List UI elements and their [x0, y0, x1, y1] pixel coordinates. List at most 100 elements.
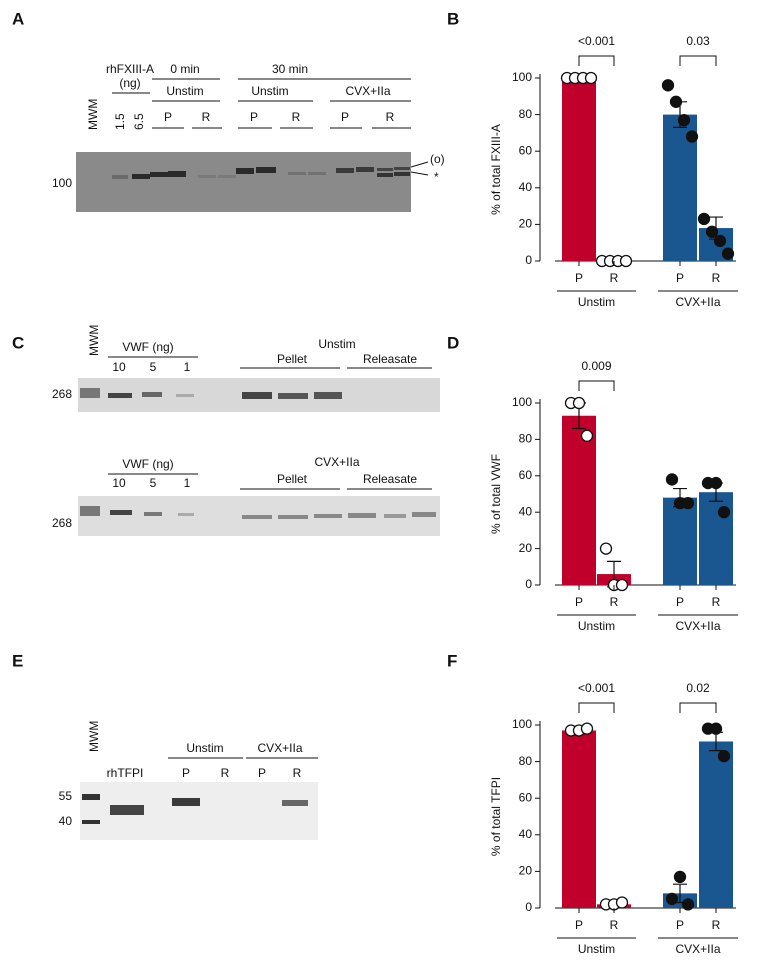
data-point: [599, 542, 613, 555]
blot-label: Unstim: [166, 84, 203, 98]
data-point: [661, 79, 675, 92]
data-point: [669, 95, 683, 108]
bands: [80, 388, 436, 519]
blot-label: Pellet: [277, 472, 308, 486]
x-tick-label: P: [575, 918, 583, 932]
x-tick-label: R: [712, 271, 721, 285]
blot-label: 10: [112, 476, 126, 490]
p-value: 0.03: [686, 34, 710, 48]
blot-a: MWM rhFXIII-A (ng) 1.5 6.5 0 min Unstim …: [52, 62, 445, 212]
blot-label: P: [250, 110, 258, 124]
y-tick-label: 100: [512, 717, 532, 731]
x-tick-label: P: [575, 595, 583, 609]
y-axis-label: % of total FXIII-A: [489, 124, 503, 215]
x-tick-label: R: [712, 918, 721, 932]
significance-bracket: [679, 702, 717, 713]
mw-label: 55: [59, 789, 73, 803]
blot-label: P: [258, 766, 266, 780]
blot-label: 1: [184, 476, 191, 490]
x-tick-label: P: [676, 918, 684, 932]
x-tick-label: R: [610, 271, 619, 285]
y-tick-label: 20: [519, 864, 533, 878]
blot-label: R: [293, 766, 302, 780]
data-point: [677, 113, 691, 127]
blot-label: VWF (ng): [122, 457, 173, 471]
blot-label: R: [292, 110, 301, 124]
x-tick-label: R: [610, 595, 619, 609]
group-label: CVX+IIa: [675, 942, 720, 956]
y-tick-label: 60: [519, 790, 533, 804]
y-tick-label: 100: [512, 70, 532, 84]
data-point: [665, 892, 679, 905]
blot-label: Releasate: [363, 352, 417, 366]
blot-label: (ng): [119, 76, 140, 90]
bands: [112, 167, 410, 179]
band-label: (o): [430, 152, 445, 166]
panel-label: B: [447, 9, 459, 28]
blot-label: 6.5: [132, 113, 146, 130]
blot-label: R: [221, 766, 230, 780]
y-axis-label: % of total TFPI: [489, 777, 503, 856]
blot-e: MWM rhTFPI Unstim CVX+IIa P R P R 55 40: [59, 721, 318, 840]
bar: [562, 730, 596, 908]
y-tick-label: 0: [525, 900, 532, 914]
y-tick-label: 20: [519, 217, 533, 231]
blot-c: MWM VWF (ng) 10 5 1 Unstim Pellet Releas…: [52, 325, 440, 536]
blot-label: 5: [150, 360, 157, 374]
panel-label: E: [12, 651, 23, 670]
blot-label: Releasate: [363, 472, 417, 486]
panel-label: C: [12, 333, 24, 352]
x-tick-label: P: [676, 271, 684, 285]
data-point: [717, 749, 731, 763]
bar: [562, 78, 596, 261]
data-point: [709, 476, 723, 490]
blot-label: MWM: [87, 721, 101, 752]
data-point: [705, 225, 719, 238]
blot-label: 5: [150, 476, 157, 490]
blot-label: R: [386, 110, 395, 124]
panel-label: F: [447, 651, 457, 670]
blot: [76, 152, 411, 212]
panel-label: D: [447, 333, 459, 352]
y-tick-label: 80: [519, 107, 533, 121]
group-label: CVX+IIa: [675, 295, 720, 309]
blot-label: R: [202, 110, 211, 124]
blot-label: 30 min: [272, 62, 308, 76]
data-point: [709, 722, 723, 735]
y-tick-label: 60: [519, 143, 533, 157]
mw-label: 268: [52, 516, 72, 530]
y-tick-label: 80: [519, 432, 533, 446]
blot-label: 10: [112, 360, 126, 374]
y-tick-label: 40: [519, 827, 533, 841]
blot-label: 1: [184, 360, 191, 374]
bands: [82, 794, 308, 824]
blot-label: CVX+IIa: [314, 455, 359, 469]
band-label: *: [434, 170, 439, 184]
blot-label: P: [182, 766, 190, 780]
x-tick-label: R: [610, 918, 619, 932]
bar: [562, 415, 596, 585]
significance-bracket: [578, 702, 615, 713]
bar: [699, 741, 733, 908]
data-point: [580, 722, 594, 735]
significance-bracket: [578, 380, 615, 391]
bar: [699, 492, 733, 585]
data-point: [619, 254, 633, 268]
data-point: [685, 130, 699, 143]
y-tick-label: 0: [525, 253, 532, 267]
significance-bracket: [679, 55, 717, 66]
blot-label: 0 min: [170, 62, 199, 76]
data-point: [681, 898, 695, 911]
group-label: Unstim: [578, 942, 615, 956]
blot-label: CVX+IIa: [345, 84, 390, 98]
p-value: <0.001: [578, 681, 615, 695]
panel-label: A: [12, 9, 24, 28]
y-tick-label: 80: [519, 754, 533, 768]
blot-label: rhFXIII-A: [106, 62, 154, 76]
group-label: CVX+IIa: [675, 619, 720, 633]
mw-label: 40: [59, 814, 73, 828]
x-tick-label: P: [676, 595, 684, 609]
y-tick-label: 20: [519, 541, 533, 555]
data-point: [572, 396, 586, 410]
y-tick-label: 100: [512, 395, 532, 409]
